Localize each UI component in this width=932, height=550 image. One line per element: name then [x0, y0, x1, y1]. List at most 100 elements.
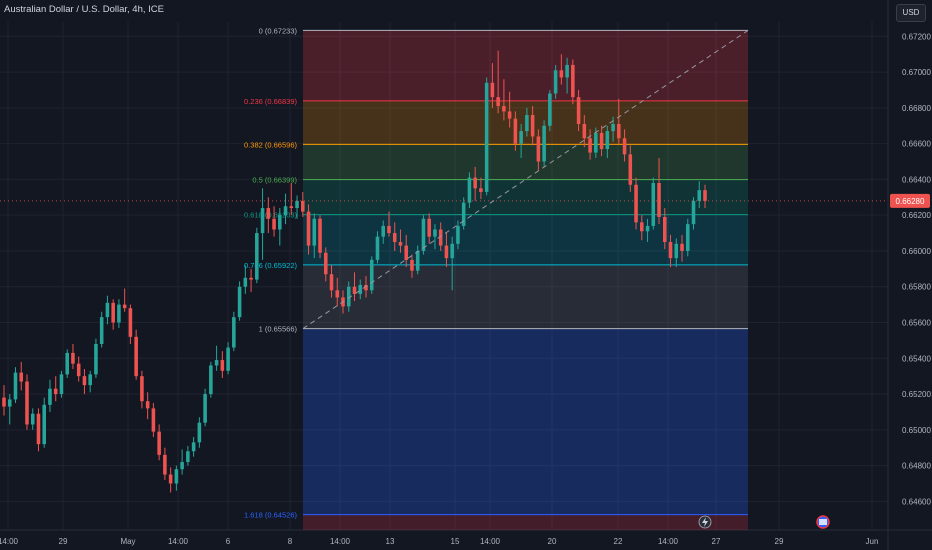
price-tick-label: 0.66800: [902, 104, 931, 113]
time-tick-label: 29: [775, 537, 784, 546]
candle-body: [651, 182, 656, 226]
candle-body: [599, 132, 604, 149]
candle-body: [13, 372, 18, 400]
candle-body: [346, 286, 351, 307]
candle-body: [415, 250, 420, 271]
candle-body: [220, 360, 225, 371]
candle-body: [352, 286, 357, 294]
fib-level-label: 0.786 (0.65922): [244, 261, 297, 270]
candle-body: [25, 381, 29, 425]
candle-body: [622, 138, 627, 155]
fib-level-label: 0.236 (0.66839): [244, 97, 297, 106]
candle-body: [122, 304, 127, 309]
candle-body: [19, 372, 24, 382]
candle-body: [145, 401, 150, 409]
candle-body: [255, 233, 259, 280]
candle-body: [232, 317, 236, 348]
price-tick-label: 0.64600: [902, 497, 931, 506]
candle-body: [496, 97, 500, 107]
candle-body: [243, 277, 248, 287]
candle-body: [392, 233, 397, 243]
candle-body: [48, 388, 52, 405]
fib-band: [303, 264, 748, 329]
time-tick-label: 15: [451, 537, 460, 546]
price-tick-label: 0.67000: [902, 68, 931, 77]
candle-body: [140, 376, 144, 402]
price-tick-label: 0.66400: [902, 175, 931, 184]
candle-body: [588, 138, 592, 153]
time-tick-label: 29: [59, 537, 68, 546]
candle-body: [30, 413, 35, 425]
candle-body: [680, 243, 684, 251]
candle-body: [369, 259, 374, 291]
candle-body: [634, 184, 638, 223]
candle-body: [507, 111, 512, 119]
candle-body: [128, 308, 133, 337]
price-tick-label: 0.65800: [902, 283, 931, 292]
candle-body: [168, 474, 173, 484]
candle-body: [628, 154, 633, 185]
candle-body: [559, 70, 564, 78]
candle-body: [237, 286, 242, 318]
time-tick-label: 13: [386, 537, 395, 546]
price-tick-label: 0.65400: [902, 354, 931, 363]
candle-body: [99, 317, 104, 344]
candle-body: [427, 218, 431, 237]
current-price-badge: [890, 193, 930, 208]
time-tick-label: 14:00: [168, 537, 189, 546]
candle-body: [404, 245, 408, 260]
candle-body: [536, 136, 541, 162]
candle-body: [312, 218, 317, 246]
chart-title: Australian Dollar / U.S. Dollar, 4h, ICE: [4, 4, 164, 15]
candle-body: [186, 451, 190, 463]
candle-body: [134, 336, 138, 377]
candle-body: [387, 225, 391, 234]
candle-body: [438, 229, 443, 246]
candle-body: [197, 422, 202, 443]
candle-body: [594, 132, 598, 153]
lightning-icon-glyph: [702, 517, 708, 527]
candle-body: [456, 225, 460, 244]
time-tick-label: 27: [712, 537, 721, 546]
candle-body: [548, 93, 552, 126]
candle-body: [88, 374, 92, 386]
fib-band: [303, 30, 748, 101]
candle-body: [576, 97, 581, 124]
candle-body: [364, 284, 368, 291]
candle-body: [157, 431, 161, 455]
price-tick-label: 0.66200: [902, 211, 931, 220]
time-tick-label: 8: [288, 537, 293, 546]
candle-body: [272, 218, 276, 230]
candle-body: [691, 200, 696, 225]
candle-body: [530, 115, 535, 137]
candle-body: [467, 177, 472, 203]
candle-body: [65, 352, 69, 375]
candle-body: [381, 225, 386, 237]
candle-body: [335, 290, 340, 298]
candle-body: [410, 259, 414, 271]
time-tick-label: 22: [614, 537, 623, 546]
fib-band: [303, 328, 748, 515]
price-tick-label: 0.67200: [902, 32, 931, 41]
currency-button[interactable]: USD: [896, 4, 926, 22]
current-price-label: 0.66280: [896, 197, 925, 206]
price-tick-label: 0.65200: [902, 390, 931, 399]
fib-band: [303, 514, 748, 530]
candle-body: [444, 245, 449, 259]
candle-body: [42, 404, 47, 445]
fib-level-label: 1 (0.65566): [259, 325, 298, 334]
candle-body: [249, 277, 253, 280]
candle-body: [7, 399, 12, 407]
candle-body: [525, 115, 529, 132]
candle-body: [295, 200, 299, 209]
price-tick-label: 0.66000: [902, 247, 931, 256]
candle-body: [266, 208, 271, 219]
candle-body: [71, 352, 75, 364]
candle-body: [553, 70, 558, 94]
price-tick-label: 0.65600: [902, 319, 931, 328]
fib-level-label: 1.618 (0.64526): [244, 511, 297, 520]
candle-body: [502, 106, 506, 112]
candle-body: [433, 229, 437, 237]
candle-body: [513, 118, 518, 144]
